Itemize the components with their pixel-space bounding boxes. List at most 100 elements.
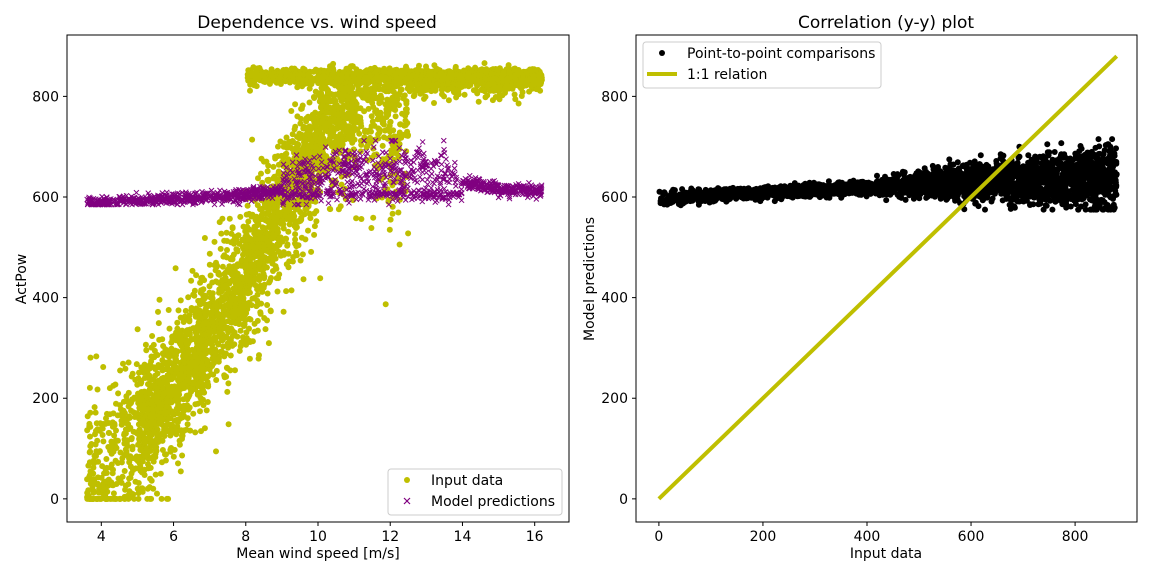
input-data-point: [238, 339, 245, 346]
input-data-point: [362, 94, 368, 101]
input-data-point: [87, 409, 94, 416]
input-data-point: [154, 431, 161, 438]
input-data-point: [445, 97, 452, 104]
input-data-point: [249, 211, 256, 218]
input-data-point: [137, 463, 144, 470]
input-data-point: [515, 100, 522, 107]
input-data-point: [286, 72, 293, 79]
input-data-point: [191, 325, 198, 332]
input-data-point: [140, 469, 147, 476]
input-data-point: [156, 419, 163, 426]
input-data-point: [257, 282, 264, 289]
input-data-point: [205, 381, 212, 388]
input-data-point: [85, 462, 92, 469]
input-data-point: [305, 227, 311, 234]
input-data-point: [386, 226, 393, 233]
input-data-point: [234, 307, 241, 314]
input-data-point: [262, 326, 269, 333]
input-data-point: [312, 133, 319, 140]
input-data-point: [392, 113, 399, 120]
input-data-point: [512, 72, 519, 79]
input-data-point: [160, 343, 167, 349]
input-data-point: [327, 118, 334, 125]
input-data-point: [211, 238, 218, 245]
input-data-point: [212, 300, 219, 307]
input-data-point: [284, 241, 291, 248]
input-data-point: [338, 181, 345, 188]
input-data-point: [259, 210, 266, 217]
input-data-point: [286, 221, 293, 228]
input-data-point: [148, 477, 155, 484]
input-data-point: [164, 395, 170, 402]
left-plot-points: [84, 60, 545, 502]
input-data-point: [386, 122, 393, 129]
input-data-point: [431, 100, 437, 106]
input-data-point: [288, 108, 295, 114]
input-data-point: [188, 359, 195, 366]
input-data-point: [216, 219, 223, 226]
input-data-point: [174, 416, 180, 423]
input-data-point: [179, 414, 186, 421]
input-data-point: [139, 485, 146, 492]
input-data-point: [278, 218, 285, 225]
input-data-point: [280, 308, 287, 315]
input-data-point: [176, 403, 183, 409]
input-data-point: [84, 494, 91, 501]
input-data-point: [400, 95, 407, 102]
input-data-point: [308, 248, 315, 255]
input-data-point: [257, 256, 264, 263]
input-data-point: [358, 123, 365, 130]
input-data-point: [103, 456, 110, 462]
input-data-point: [269, 249, 276, 256]
input-data-point: [264, 290, 271, 297]
input-data-point: [344, 93, 351, 100]
input-data-point: [329, 124, 335, 130]
input-data-point: [90, 457, 97, 464]
input-data-point: [193, 331, 200, 338]
input-data-point: [88, 441, 95, 447]
input-data-point: [205, 373, 212, 380]
input-data-point: [218, 230, 225, 237]
input-data-point: [203, 407, 210, 414]
input-data-point: [87, 354, 94, 361]
input-data-point: [264, 302, 271, 308]
input-data-point: [408, 72, 415, 79]
input-data-point: [270, 163, 277, 170]
input-data-point: [239, 303, 246, 310]
input-data-point: [135, 458, 141, 465]
input-data-point: [244, 300, 251, 307]
input-data-point: [167, 432, 174, 439]
input-data-point: [151, 354, 158, 361]
input-data-point: [165, 307, 172, 313]
input-data-point: [115, 390, 122, 397]
input-data-point: [281, 251, 287, 258]
input-data-point: [310, 94, 317, 100]
input-data-point: [175, 460, 181, 467]
input-data-point: [469, 67, 475, 74]
input-data-point: [358, 70, 365, 77]
input-data-point: [232, 288, 239, 295]
input-data-point: [389, 210, 396, 217]
input-data-point: [439, 91, 445, 98]
input-data-point: [243, 211, 250, 218]
input-data-point: [191, 287, 198, 294]
input-data-point: [153, 437, 160, 444]
input-data-point: [484, 92, 491, 99]
input-data-point: [227, 256, 234, 263]
input-data-point: [342, 128, 349, 135]
input-data-point: [394, 79, 401, 86]
input-data-point: [321, 85, 328, 92]
input-data-point: [288, 65, 295, 72]
input-data-point: [261, 201, 268, 208]
input-data-point: [460, 77, 467, 84]
input-data-point: [209, 279, 216, 286]
input-data-point: [365, 105, 372, 112]
input-data-point: [386, 69, 393, 76]
input-data-point: [127, 474, 134, 481]
input-data-point: [333, 133, 340, 140]
input-data-point: [329, 70, 336, 77]
input-data-point: [228, 319, 235, 326]
input-data-point: [186, 312, 193, 319]
input-data-point: [87, 433, 93, 440]
input-data-point: [136, 369, 142, 376]
